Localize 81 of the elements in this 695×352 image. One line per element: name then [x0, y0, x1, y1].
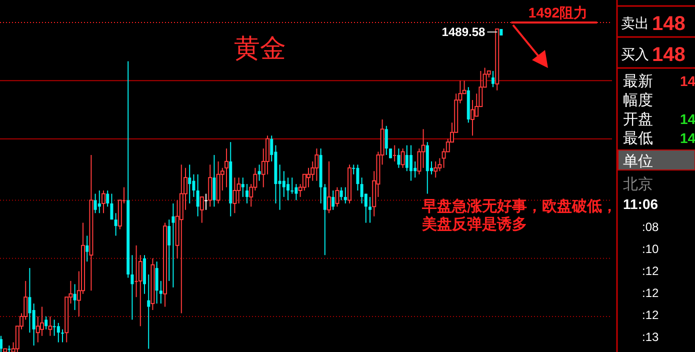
- candlestick: [200, 196, 204, 224]
- candlestick: [212, 154, 216, 208]
- candlestick: [290, 177, 294, 194]
- candlestick: [147, 274, 150, 350]
- candlestick: [73, 284, 76, 311]
- candlestick: [400, 148, 405, 168]
- candlestick: [168, 219, 171, 282]
- chart-title: 黄金: [234, 33, 286, 63]
- candlestick: [323, 184, 326, 256]
- candlestick: [224, 148, 228, 188]
- ref-line-label: 1492阻力: [528, 4, 588, 21]
- candlestick: [130, 254, 134, 320]
- text: 148: [652, 13, 686, 35]
- candlestick: [192, 174, 196, 198]
- candlestick: [48, 316, 52, 336]
- candlestick: [360, 177, 364, 204]
- candlestick: [196, 174, 200, 217]
- candlestick: [332, 190, 335, 210]
- candlestick: [56, 322, 60, 343]
- text: 最新: [623, 73, 653, 90]
- candlestick: [114, 212, 118, 236]
- candlestick: [98, 190, 101, 214]
- candlestick: [282, 170, 286, 198]
- text: 卖出: [621, 15, 649, 31]
- candlestick: [421, 128, 426, 168]
- text: :08: [642, 220, 660, 234]
- text: 买入: [621, 46, 649, 62]
- text: 北京: [623, 176, 653, 193]
- candlestick: [8, 345, 11, 352]
- candlestick: [236, 177, 241, 204]
- text: 最低: [623, 130, 653, 147]
- candlestick: [405, 144, 408, 172]
- candlestick: [335, 186, 340, 208]
- annotation: 早盘急涨无好事，欧盘破低，美盘反弹是诱多: [422, 197, 618, 233]
- text: 11:06: [623, 196, 658, 212]
- candlestick: [172, 202, 175, 288]
- text: 开盘: [623, 111, 653, 128]
- candlestick: [356, 164, 360, 191]
- text: :12: [642, 308, 660, 322]
- candlestick: [344, 186, 347, 204]
- candlestick: [241, 177, 244, 198]
- annotation: 1489.58: [442, 25, 486, 39]
- candlestick: [110, 193, 114, 220]
- candlestick: [106, 190, 110, 208]
- candlestick: [417, 148, 422, 175]
- candlestick: [258, 164, 261, 182]
- candlestick: [492, 70, 494, 88]
- candlestick: [232, 177, 237, 214]
- candlestick: [434, 160, 438, 178]
- text: :10: [642, 242, 660, 256]
- text: 单位: [623, 153, 653, 170]
- candlestick: [470, 100, 474, 136]
- text: :13: [642, 330, 660, 344]
- candlestick: [286, 177, 290, 201]
- candlestick: [340, 186, 343, 201]
- candlestick: [52, 319, 56, 336]
- candlestick: [294, 184, 298, 201]
- candlestick: [0, 335, 2, 352]
- candlestick: [246, 184, 248, 204]
- candlestick: [188, 164, 192, 204]
- candlestick: [397, 148, 400, 168]
- candlestick: [368, 196, 372, 224]
- text: 幅度: [623, 92, 653, 109]
- candlestick: [410, 144, 412, 182]
- candlestick: [314, 148, 319, 182]
- candlestick: [204, 193, 208, 210]
- candlestick: [155, 261, 158, 304]
- candlestick: [393, 144, 396, 162]
- text: 148: [652, 44, 686, 66]
- candlestick: [28, 268, 32, 334]
- candlestick: [44, 316, 48, 330]
- candlestick: [327, 160, 331, 214]
- candlestick: [208, 164, 212, 208]
- candlestick: [61, 328, 64, 343]
- candlestick: [94, 193, 97, 214]
- candlestick: [86, 235, 89, 262]
- text: :12: [642, 264, 660, 278]
- candlestick: [102, 190, 106, 214]
- candlestick: [159, 280, 162, 304]
- candlestick: [384, 125, 388, 156]
- text: :12: [642, 286, 660, 300]
